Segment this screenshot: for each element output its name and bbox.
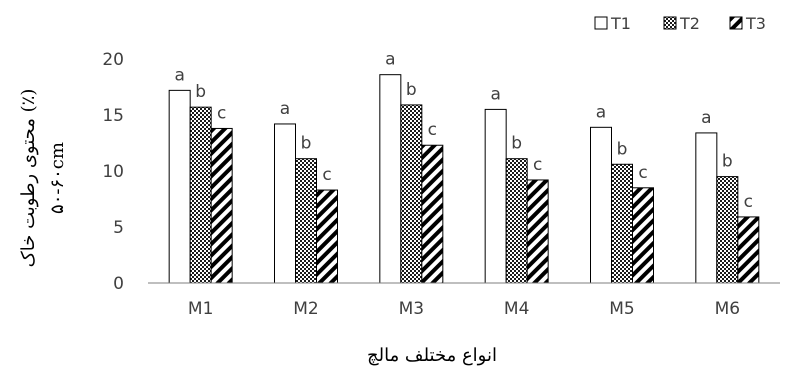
significance-letter: c [638,163,647,183]
x-axis-ticks: M1 M2 M3 M4 M5 M6 [188,299,740,319]
significance-letter: c [217,103,226,123]
legend-swatch-t1 [594,16,608,30]
y-tick-label: 10 [102,162,124,182]
significance-letter: a [385,50,395,70]
significance-letter: a [490,84,500,104]
significance-letter: c [322,165,331,185]
significance-letter: b [617,139,628,159]
bar-t2-m5 [611,163,633,284]
y-axis-title-line1: محتوی رطوبت خاک (٪) [18,89,39,268]
legend-label-t2: T2 [679,14,700,33]
bar-t3-m3 [421,144,444,284]
y-tick-label: 15 [102,106,124,126]
legend-label-t3: T3 [745,14,766,33]
significance-letter: c [744,192,753,212]
bar-t2-m2 [295,158,317,284]
significance-letter: c [533,155,542,175]
bar-t3-m4 [526,179,549,284]
legend-label-t1: T1 [610,14,631,33]
bar-t1-m1 [168,89,191,284]
bar-t2-m6 [716,176,739,284]
significance-letter: b [722,152,733,172]
x-tick-label: M5 [609,299,634,319]
bar-t3-m1 [210,127,233,284]
bar-t3-m6 [737,216,760,284]
significance-letter: c [428,120,437,140]
y-axis-title: محتوی رطوبت خاک (٪) ۵۰-۶۰cm [18,89,68,268]
legend: T1 T2 T3 [594,14,766,33]
bar-t1-m4 [484,108,507,284]
y-tick-label: 5 [113,218,124,238]
bar-t2-m4 [505,158,528,284]
bar-t1-m3 [379,74,402,284]
significance-letter: b [406,80,417,100]
y-tick-label: 0 [113,274,124,294]
bar-t3-m5 [632,187,654,284]
bar-t3-m2 [316,189,338,284]
bar-t1-m6 [695,132,718,284]
x-tick-label: M1 [188,299,213,319]
bar-t1-m2 [274,123,296,284]
bar-t1-m5 [590,126,612,284]
x-axis-title: انواع مختلف مالچ [367,345,497,366]
y-axis-ticks: 0 5 10 15 20 [102,50,124,294]
significance-letter: b [195,82,206,102]
bar-t2-m3 [400,104,423,284]
x-tick-label: M6 [715,299,740,319]
y-axis-title-line2: ۵۰-۶۰cm [47,142,68,214]
bar-t2-m1 [189,106,212,284]
x-tick-label: M4 [504,299,529,319]
legend-swatch-t2 [663,16,677,30]
legend-swatch-t3 [729,16,743,30]
y-tick-label: 20 [102,50,124,70]
significance-letter: a [596,102,606,122]
significance-letter: a [280,99,290,119]
significance-letter: a [174,65,184,85]
x-tick-label: M3 [399,299,424,319]
significance-letter: a [701,108,711,128]
significance-letter: b [511,134,522,154]
x-tick-label: M2 [293,299,318,319]
significance-letter: b [301,134,312,154]
